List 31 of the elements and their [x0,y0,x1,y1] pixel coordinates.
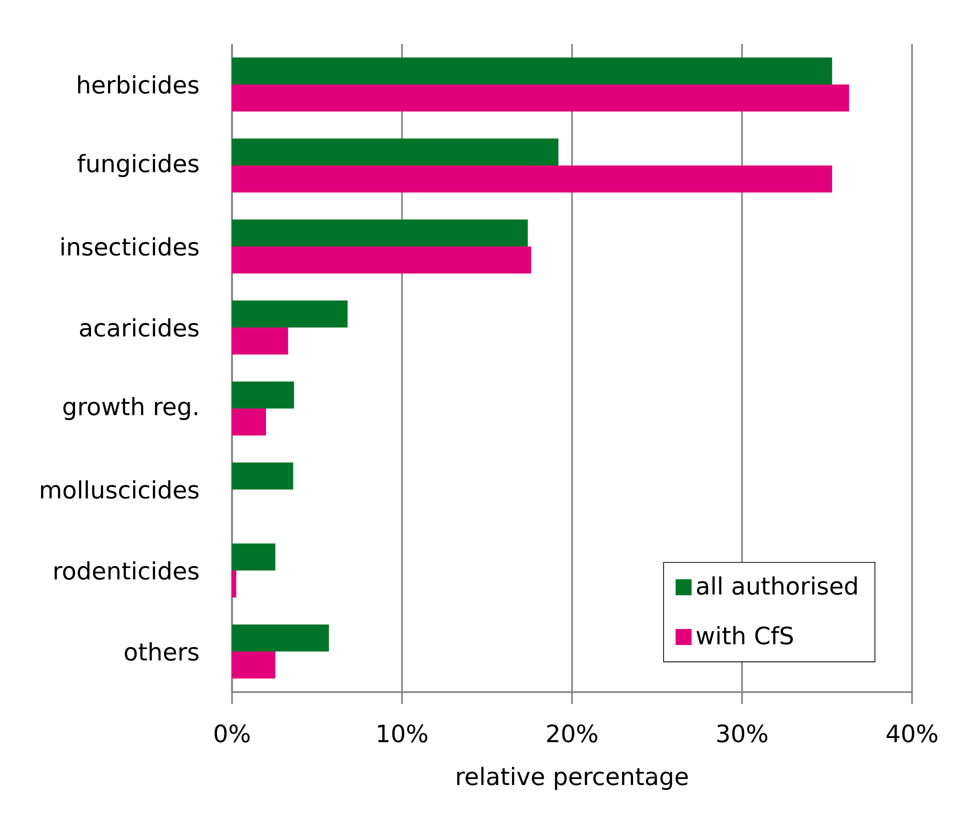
bar [232,246,532,274]
x-axis-title: relative percentage [457,766,688,790]
bar [232,570,236,598]
x-tick-label: 30% [717,724,768,742]
legend-label: with CfS [696,626,793,645]
x-tick-label: 40% [886,724,938,742]
y-tick-label: rodenticides [54,561,198,580]
bar [232,408,266,436]
bar [232,382,294,409]
bar [232,58,832,85]
bar [232,462,294,490]
bar [232,220,528,247]
y-tick-label: acaricides [80,318,198,337]
bar [232,300,348,328]
y-tick-label: herbicides [78,75,198,94]
y-tick-label: fungicides [78,154,198,178]
bar [232,544,276,571]
x-tick-label: 20% [547,724,598,742]
y-tick-label: molluscicides [41,480,198,499]
bar [232,138,558,166]
y-tick-label: insecticides [62,237,198,256]
bar [232,166,832,193]
bar [232,652,276,679]
bar [232,84,850,112]
y-tick-label: growth reg. [63,396,198,420]
x-tick-label: 10% [378,724,428,742]
y-tick-label: others [124,642,198,661]
x-tick-label: 0% [214,724,250,742]
bar [232,328,288,355]
bar [232,624,329,652]
legend-label: all authorised [697,576,857,595]
